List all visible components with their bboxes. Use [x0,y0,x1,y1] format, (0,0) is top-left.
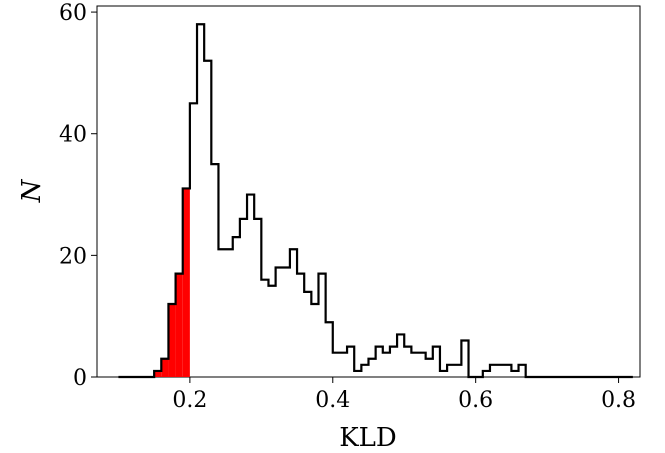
y-axis-label: N [17,178,47,203]
highlight-bar [161,358,169,377]
x-tick-label: 0.6 [458,388,493,413]
x-tick-label: 0.4 [315,388,350,413]
histogram-outline [118,23,633,379]
plot-frame [96,5,641,378]
y-tick-label: 20 [59,244,87,269]
x-tick-label: 0.2 [172,388,207,413]
x-axis-ticks: 0.2 0.4 0.6 0.8 [172,377,636,413]
highlight-bar [175,273,183,377]
highlight-bars [154,188,190,377]
y-axis-ticks: 0 20 40 60 [59,1,97,391]
highlight-bar [168,304,176,377]
highlight-bar [182,188,190,377]
y-tick-label: 60 [59,1,87,26]
highlight-bar [154,370,162,377]
x-axis-label: KLD [339,423,397,453]
y-tick-label: 40 [59,123,87,148]
y-tick-label: 0 [73,366,87,391]
x-tick-label: 0.8 [601,388,636,413]
